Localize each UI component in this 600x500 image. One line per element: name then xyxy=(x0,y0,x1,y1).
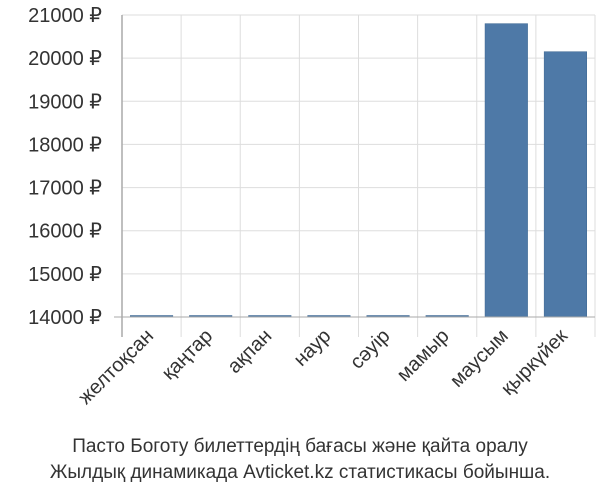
y-tick-label: 19000 ₽ xyxy=(28,91,102,113)
y-tick-label: 14000 ₽ xyxy=(28,307,102,329)
x-tick-labels: желтоқсан қаңтар ақпан наур сәуірмамырмаусым… xyxy=(74,325,572,409)
chart-caption-line-1: Пасто Боготу билеттердің бағасы және қай… xyxy=(72,436,528,457)
x-tick-label: желтоқсан xyxy=(74,325,158,409)
y-tick-label: 21000 ₽ xyxy=(28,5,102,27)
y-tick-label: 20000 ₽ xyxy=(28,48,102,70)
x-tick-label: мамыр xyxy=(393,325,454,386)
chart-caption-line-2: Жылдық динамикада Avticket.kz статистика… xyxy=(49,462,551,483)
x-tick-label: наур xyxy=(290,325,336,371)
x-tick-label: ақпан xyxy=(223,325,276,378)
y-tick-labels: 14000 ₽ 15000 ₽ 16000 ₽ 17000 ₽ 18000 ₽ 19000… xyxy=(28,5,102,329)
y-tick-label: 17000 ₽ xyxy=(28,178,102,200)
x-tick-label: қаңтар xyxy=(158,325,217,384)
bar-7 xyxy=(484,23,528,318)
x-tick-label: сәуір xyxy=(346,325,395,374)
y-tick-label: 15000 ₽ xyxy=(28,264,102,286)
axes xyxy=(114,15,595,337)
grid-lines xyxy=(122,14,596,337)
bar-chart: 14000 ₽ 15000 ₽ 16000 ₽ 17000 ₽ 18000 ₽ 19000… xyxy=(28,5,596,409)
bars xyxy=(130,23,587,318)
y-tick-label: 18000 ₽ xyxy=(28,134,102,156)
y-tick-label: 16000 ₽ xyxy=(28,221,102,243)
bar-8 xyxy=(543,51,587,318)
